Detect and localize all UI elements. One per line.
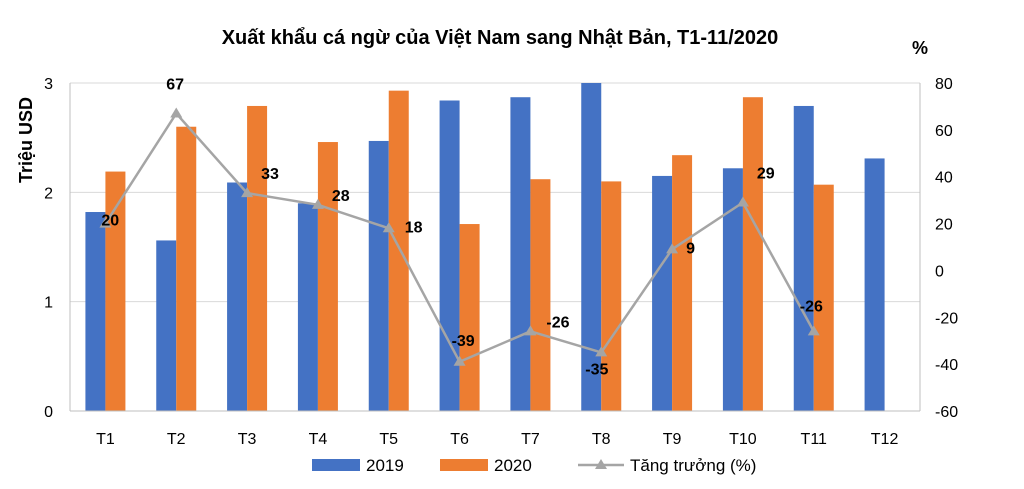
y2-tick-label: 60 xyxy=(935,123,953,140)
growth-data-label: -26 xyxy=(546,314,569,331)
bar-2019 xyxy=(156,240,177,411)
growth-marker xyxy=(807,325,820,336)
growth-data-label: -26 xyxy=(800,298,823,315)
y-tick-label: 1 xyxy=(44,295,53,312)
data-labels: 20 67 33 28 18 -39 -26 -35 9 29 -26 xyxy=(101,76,823,378)
bar-2020 xyxy=(247,105,268,412)
bar-2019 xyxy=(722,168,743,411)
y2-tick-label: 0 xyxy=(935,263,944,280)
bar-2020 xyxy=(105,171,126,411)
bar-2019 xyxy=(793,105,814,412)
growth-data-label: 18 xyxy=(405,219,423,236)
y2-tick-label: -40 xyxy=(935,357,958,374)
x-tick-label: T8 xyxy=(592,431,611,448)
legend-swatch-2019 xyxy=(312,459,360,471)
bar-2020 xyxy=(176,126,197,411)
x-tick-label: T9 xyxy=(663,431,682,448)
growth-data-label: 29 xyxy=(757,165,775,182)
x-tick-label: T11 xyxy=(801,431,827,448)
growth-data-label: -35 xyxy=(585,361,608,378)
bar-2019 xyxy=(864,158,885,411)
legend: 2019 2020 Tăng trưởng (%) xyxy=(312,456,756,475)
x-tick-label: T10 xyxy=(729,431,757,448)
y2-tick-label: -60 xyxy=(935,404,958,421)
growth-marker xyxy=(595,346,608,357)
chart-title: Xuất khẩu cá ngừ của Việt Nam sang Nhật … xyxy=(222,27,779,49)
growth-marker xyxy=(524,325,537,336)
bar-2019 xyxy=(510,97,531,412)
bar-2019 xyxy=(581,83,602,411)
y2-tick-label: -20 xyxy=(935,310,958,327)
growth-line xyxy=(99,107,820,366)
growth-data-label: 28 xyxy=(332,188,350,205)
growth-marker xyxy=(736,196,749,207)
growth-data-label: 33 xyxy=(261,166,279,183)
y2-tick-label: 40 xyxy=(935,170,953,187)
growth-marker xyxy=(241,187,254,198)
legend-label-growth: Tăng trưởng (%) xyxy=(630,456,756,475)
gridlines xyxy=(70,82,920,412)
bar-2020 xyxy=(742,97,763,412)
bar-2019 xyxy=(85,212,106,411)
bar-2020 xyxy=(601,181,622,411)
growth-marker xyxy=(170,107,183,118)
bar-2019 xyxy=(227,182,248,411)
y-tick-label: 2 xyxy=(44,185,53,202)
bar-2020 xyxy=(388,90,409,412)
legend-label-2019: 2019 xyxy=(366,456,404,475)
y2-axis-title: % xyxy=(912,38,928,58)
bars xyxy=(85,83,885,412)
legend-marker-growth xyxy=(595,459,607,469)
bar-2019 xyxy=(368,140,389,412)
bar-2020 xyxy=(672,155,693,411)
x-tick-label: T3 xyxy=(238,431,257,448)
bar-2020 xyxy=(317,142,338,412)
x-tick-label: T4 xyxy=(309,431,328,448)
legend-swatch-2020 xyxy=(440,459,488,471)
growth-marker xyxy=(99,217,112,228)
growth-marker xyxy=(311,198,324,209)
bar-2019 xyxy=(652,175,673,411)
growth-marker xyxy=(453,355,466,366)
y-axis-title: Triệu USD xyxy=(16,97,36,183)
growth-marker xyxy=(666,243,679,254)
tick-labels: T1 T2 T3 T4 T5 T6 T7 T8 T9 T10 T11 T12 0 1 2 3 -60 -40 -20… xyxy=(44,76,958,448)
y-tick-label: 0 xyxy=(44,404,53,421)
growth-data-label: 20 xyxy=(101,213,119,230)
bar-2020 xyxy=(530,179,551,411)
y2-tick-label: 80 xyxy=(935,76,953,93)
y2-tick-label: 20 xyxy=(935,217,953,234)
growth-data-label: 67 xyxy=(166,76,184,93)
growth-data-label: 9 xyxy=(686,240,695,257)
y-tick-label: 3 xyxy=(44,76,53,93)
x-tick-label: T2 xyxy=(167,431,186,448)
bar-2019 xyxy=(297,203,318,411)
x-tick-label: T6 xyxy=(450,431,469,448)
growth-marker xyxy=(382,222,395,233)
axes xyxy=(69,83,921,412)
bar-2020 xyxy=(813,184,834,411)
x-tick-label: T12 xyxy=(871,431,899,448)
x-tick-label: T5 xyxy=(379,431,398,448)
x-tick-label: T7 xyxy=(521,431,540,448)
legend-label-2020: 2020 xyxy=(494,456,532,475)
x-tick-label: T1 xyxy=(96,431,115,448)
growth-data-label: -39 xyxy=(452,333,475,350)
bar-2020 xyxy=(459,224,480,411)
